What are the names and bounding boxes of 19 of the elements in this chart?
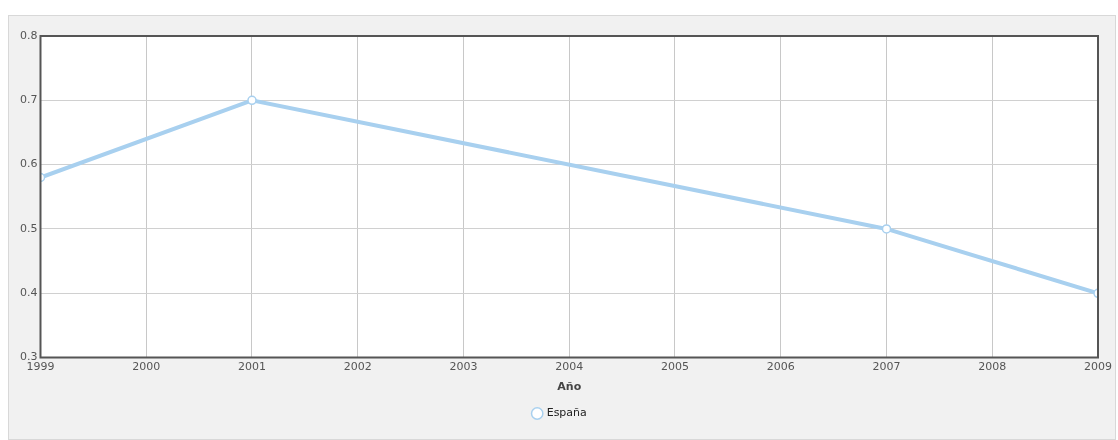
x-tick-label: 2003	[449, 360, 478, 374]
y-tick-label: 0.4	[19, 286, 38, 300]
y-tick-label: 0.8	[19, 28, 38, 42]
y-tick-label: 0.5	[19, 221, 38, 235]
x-tick-label: 2005	[661, 360, 689, 374]
x-tick-label: 2000	[132, 360, 161, 374]
x-tick-label: 2004	[555, 360, 584, 374]
x-tick-label: 1999	[26, 360, 55, 374]
legend-label: España	[546, 406, 587, 420]
x-tick-label: 2002	[343, 360, 372, 374]
y-tick-label: 0.6	[19, 157, 38, 171]
y-tick-label: 0.7	[19, 93, 38, 107]
x-tick-label: 2008	[978, 360, 1007, 374]
x-tick-label: 2007	[872, 360, 901, 374]
x-axis-title: Año	[557, 380, 582, 394]
point	[247, 95, 257, 106]
x-tick-label: 2006	[766, 360, 795, 374]
x-tick-label: 2009	[1084, 360, 1112, 374]
x-tick-label: 2001	[238, 360, 266, 374]
